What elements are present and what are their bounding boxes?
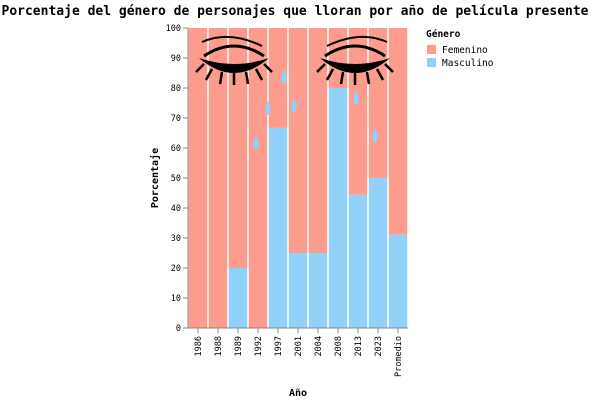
chart-title: Porcentaje del género de personajes que … xyxy=(2,4,589,19)
bar-femenino-2001 xyxy=(288,28,308,253)
closed-eyes-icon xyxy=(195,35,394,85)
bar-femenino-2013 xyxy=(348,28,368,195)
y-tick-label: 10 xyxy=(171,294,181,304)
y-tick-label: 50 xyxy=(171,174,181,184)
x-tick-label: Promedio xyxy=(394,336,404,377)
y-tick-label: 40 xyxy=(171,204,181,214)
x-tick-label: 2008 xyxy=(334,336,344,356)
bar-femenino-2008 xyxy=(328,28,348,88)
bars xyxy=(188,28,408,329)
x-tick-label: 2001 xyxy=(294,336,304,356)
legend-swatch-masculino xyxy=(427,58,436,67)
bar-masculino-1989 xyxy=(228,268,248,328)
tear-icon xyxy=(281,69,287,84)
tears xyxy=(253,69,378,150)
y-axis: 0 10 20 30 40 50 60 70 80 90 100 xyxy=(166,24,189,334)
y-tick-label: 60 xyxy=(171,144,181,154)
bar-masculino-2001 xyxy=(288,253,308,328)
legend-label-masculino: Masculino xyxy=(442,58,494,69)
legend-title: Género xyxy=(426,29,461,40)
y-tick-label: 100 xyxy=(166,24,181,34)
legend-swatch-femenino xyxy=(427,45,436,54)
x-tick-label: 1997 xyxy=(274,336,284,356)
bar-masculino-1997 xyxy=(268,127,288,329)
legend-label-femenino: Femenino xyxy=(442,45,488,56)
tear-icon xyxy=(353,90,359,105)
bar-masculino-2023 xyxy=(368,178,388,328)
bar-femenino-1989 xyxy=(228,28,248,268)
x-tick-label: 2013 xyxy=(354,336,364,356)
x-tick-label: 2023 xyxy=(374,336,384,356)
x-axis: 1986 1988 1989 1992 1997 2001 2004 2008 2013 2023… xyxy=(188,327,408,377)
bar-masculino-2013 xyxy=(348,194,368,328)
bar-femenino-1992 xyxy=(248,28,268,328)
left-eye-icon xyxy=(195,35,273,85)
bar-femenino-1988 xyxy=(208,28,228,328)
bar-femenino-1986 xyxy=(188,28,208,328)
x-tick-label: 1988 xyxy=(214,336,224,356)
legend: Género Femenino Masculino xyxy=(426,29,494,69)
x-tick-label: 2004 xyxy=(314,336,324,356)
x-tick-label: 1989 xyxy=(234,336,244,356)
y-tick-label: 70 xyxy=(171,114,181,124)
bar-masculino-2004 xyxy=(308,253,328,328)
right-eye-icon xyxy=(316,35,394,85)
tear-icon xyxy=(265,100,271,115)
tear-icon xyxy=(372,128,378,143)
y-axis-title: Porcentaje xyxy=(149,148,161,208)
tear-icon xyxy=(253,135,259,150)
bar-masculino-2008 xyxy=(328,88,348,328)
bar-femenino-promedio xyxy=(388,28,408,235)
x-axis-title: Año xyxy=(289,388,307,399)
x-tick-label: 1986 xyxy=(194,336,204,356)
y-tick-label: 20 xyxy=(171,264,181,274)
y-tick-label: 0 xyxy=(176,324,181,334)
y-tick-label: 30 xyxy=(171,234,181,244)
bar-femenino-1997 xyxy=(268,28,288,128)
y-tick-label: 90 xyxy=(171,54,181,64)
tear-icon xyxy=(291,98,297,113)
x-tick-label: 1992 xyxy=(254,336,264,356)
bar-femenino-2004 xyxy=(308,28,328,253)
y-tick-label: 80 xyxy=(171,84,181,94)
bar-masculino-promedio xyxy=(388,234,408,328)
